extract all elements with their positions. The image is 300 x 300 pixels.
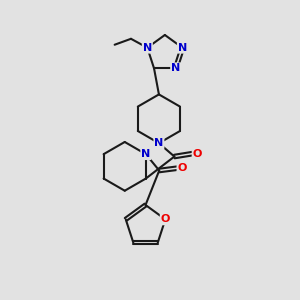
Text: N: N (154, 138, 164, 148)
Text: N: N (143, 43, 152, 53)
Text: O: O (160, 214, 170, 224)
Text: N: N (178, 43, 187, 53)
Text: N: N (171, 63, 180, 73)
Text: O: O (177, 163, 187, 173)
Text: N: N (141, 149, 151, 159)
Text: O: O (193, 148, 202, 159)
